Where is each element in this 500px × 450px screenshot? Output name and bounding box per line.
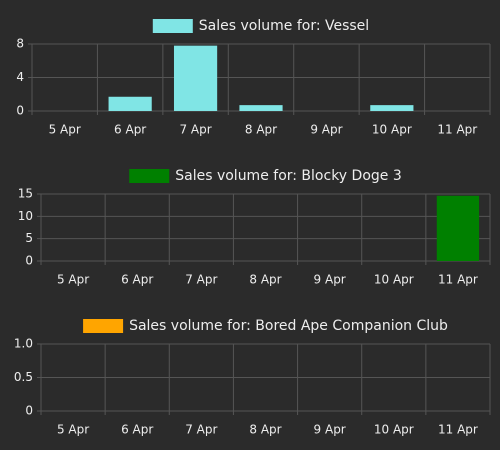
x-tick-label: 5 Apr bbox=[57, 423, 89, 437]
legend-label: Sales volume for: Blocky Doge 3 bbox=[175, 168, 402, 184]
x-tick-label: 8 Apr bbox=[249, 273, 281, 287]
y-tick-label: 4 bbox=[16, 70, 24, 84]
y-tick-label: 1.0 bbox=[14, 337, 33, 351]
x-tick-label: 11 Apr bbox=[438, 273, 478, 287]
bar bbox=[370, 105, 414, 111]
x-tick-label: 7 Apr bbox=[185, 423, 217, 437]
x-tick-label: 6 Apr bbox=[114, 123, 146, 137]
x-tick-label: 6 Apr bbox=[121, 423, 153, 437]
legend-swatch bbox=[152, 19, 193, 33]
x-tick-label: 9 Apr bbox=[314, 273, 346, 287]
bar bbox=[239, 105, 283, 111]
y-tick-label: 15 bbox=[18, 187, 33, 201]
x-tick-label: 11 Apr bbox=[437, 123, 477, 137]
x-tick-label: 7 Apr bbox=[179, 123, 211, 137]
x-tick-label: 9 Apr bbox=[314, 423, 346, 437]
x-tick-label: 8 Apr bbox=[245, 123, 277, 137]
y-tick-label: 10 bbox=[18, 209, 33, 223]
legend-label: Sales volume for: Vessel bbox=[199, 18, 369, 34]
legend-swatch bbox=[83, 319, 124, 333]
x-tick-label: 5 Apr bbox=[49, 123, 81, 137]
bar bbox=[436, 195, 480, 261]
x-tick-label: 8 Apr bbox=[249, 423, 281, 437]
bar bbox=[108, 96, 152, 111]
x-tick-label: 6 Apr bbox=[121, 273, 153, 287]
x-tick-label: 11 Apr bbox=[438, 423, 478, 437]
x-tick-label: 10 Apr bbox=[374, 273, 414, 287]
x-tick-label: 10 Apr bbox=[372, 123, 412, 137]
x-tick-label: 7 Apr bbox=[185, 273, 217, 287]
y-tick-label: 0 bbox=[25, 254, 33, 268]
x-tick-label: 9 Apr bbox=[310, 123, 342, 137]
y-tick-label: 0.5 bbox=[14, 370, 33, 384]
x-tick-label: 10 Apr bbox=[374, 423, 414, 437]
bar bbox=[173, 45, 218, 111]
y-tick-label: 5 bbox=[25, 231, 33, 245]
x-tick-label: 5 Apr bbox=[57, 273, 89, 287]
y-tick-label: 8 bbox=[16, 37, 24, 51]
y-tick-label: 0 bbox=[16, 104, 24, 118]
y-tick-label: 0 bbox=[25, 404, 33, 418]
legend-swatch bbox=[129, 169, 170, 183]
legend-label: Sales volume for: Bored Ape Companion Cl… bbox=[129, 318, 448, 334]
